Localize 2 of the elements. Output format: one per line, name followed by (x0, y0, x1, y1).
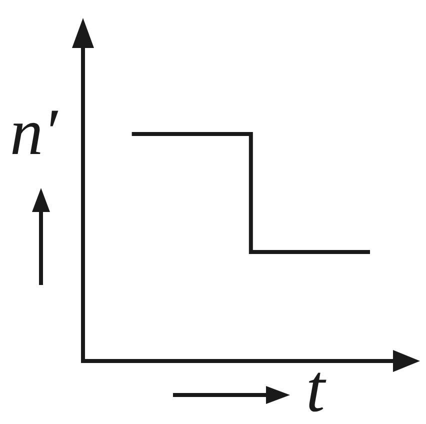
y-axis-title: n′ (10, 96, 59, 169)
x-axis-title: t (306, 350, 327, 424)
